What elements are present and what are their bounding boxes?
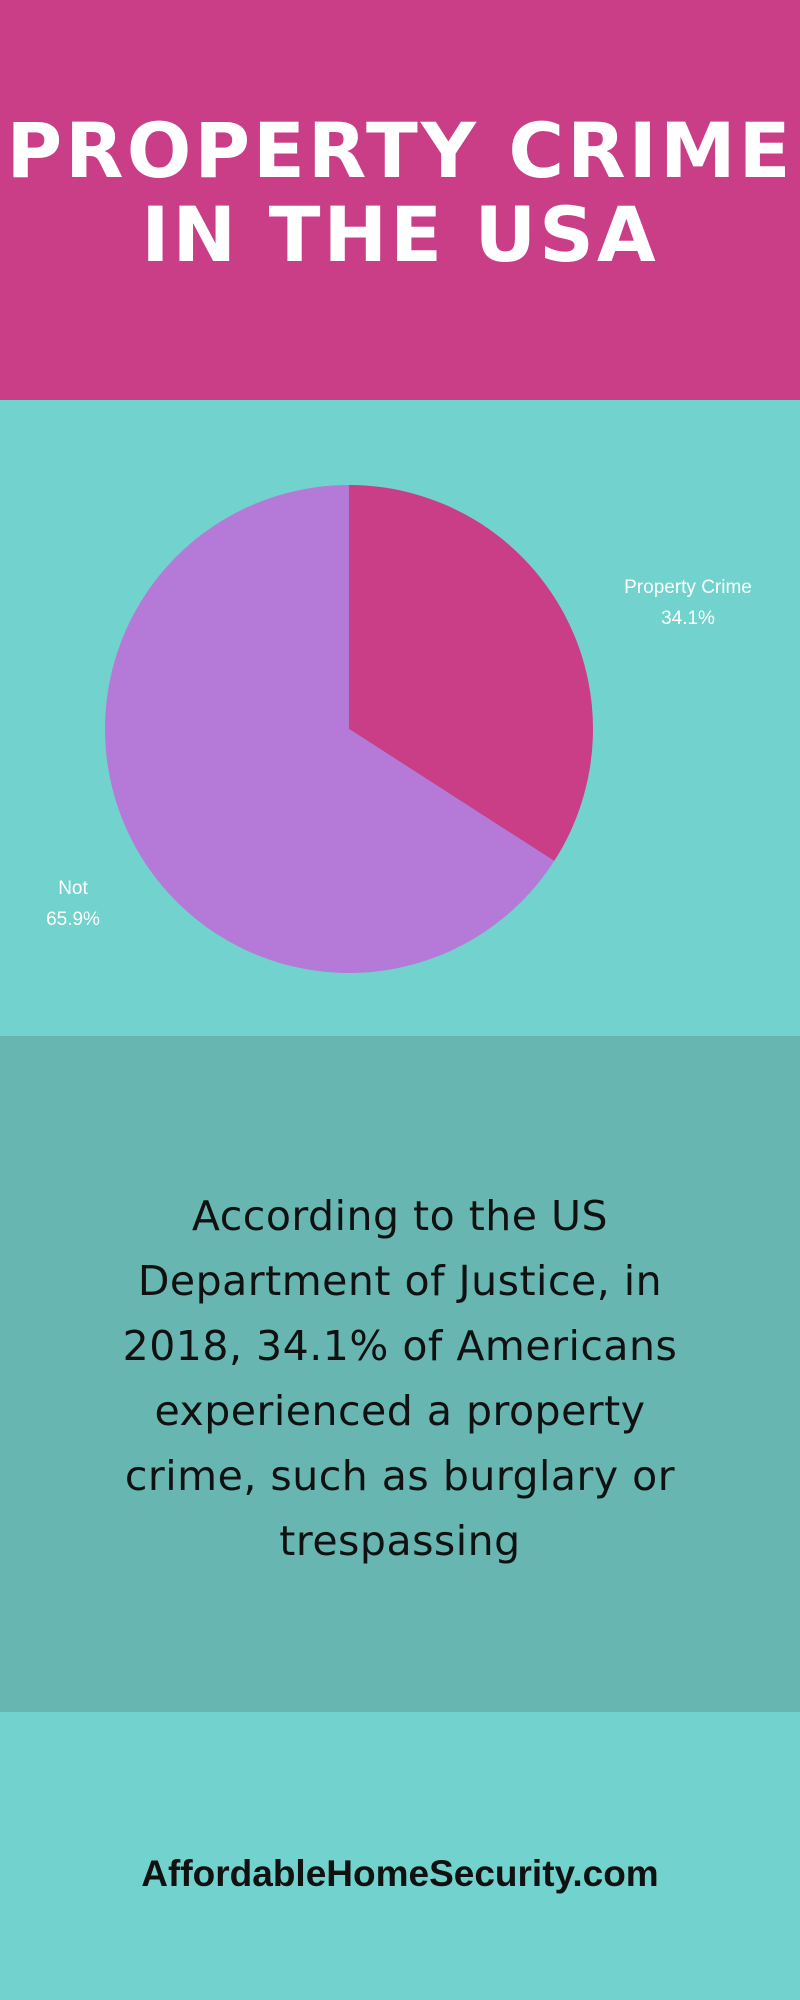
slice-label: Not [58,878,88,899]
pie-slice-property-crime [349,485,593,862]
header-band: PROPERTY CRIME IN THE USA [0,0,800,400]
fact-text: According to the US Department of Justic… [122,1192,678,1565]
fact-section: According to the US Department of Justic… [0,1036,800,1712]
page-title-line-1: PROPERTY CRIME [6,106,794,195]
slice-value-label: 65.9% [46,909,100,930]
slice-value-label: 34.1% [661,608,715,629]
pie-slice-not [104,485,555,973]
pie-chart: Property Crime 34.1% Not 65.9% [46,485,752,973]
footer-section: AffordableHomeSecurity.com [0,1712,800,2000]
site-url: AffordableHomeSecurity.com [141,1853,659,1894]
page-title-line-2: IN THE USA [141,190,659,279]
slice-label: Property Crime [624,577,752,598]
chart-section: Property Crime 34.1% Not 65.9% [0,400,800,1036]
